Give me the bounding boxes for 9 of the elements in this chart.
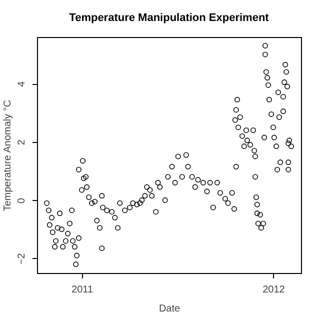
y-tick-label: −2 [16,252,28,265]
chart-title: Temperature Manipulation Experiment [69,12,270,24]
y-tick-label: 4 [16,80,28,87]
x-tick-label: 2011 [72,284,94,296]
y-tick-label: 0 [16,197,28,204]
x-axis-title: Date [158,304,180,314]
y-tick-label: 2 [16,139,28,146]
x-tick-label: 2012 [262,284,286,296]
y-axis-title: Temperature Anomaly °C [2,100,14,212]
